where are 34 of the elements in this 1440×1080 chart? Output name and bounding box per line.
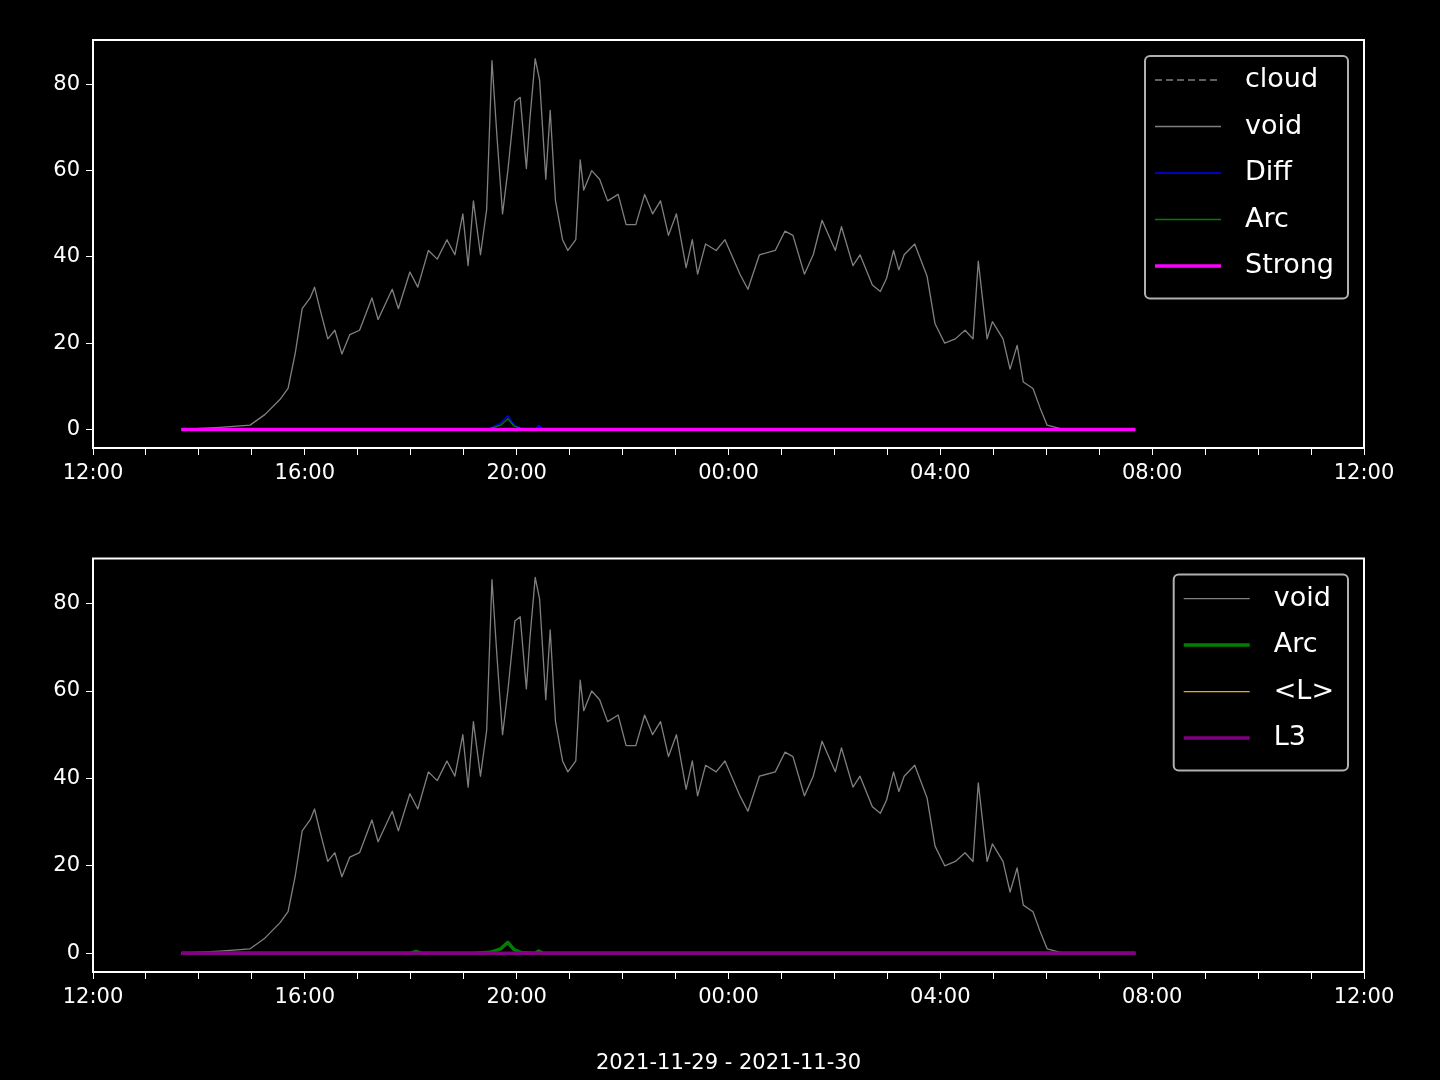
y-tick-label: 20 (53, 852, 80, 877)
legend-label: Strong (1245, 248, 1335, 280)
y-tick-label: 0 (66, 939, 80, 964)
x-axis-title: 2021-11-29 - 2021-11-30 (595, 1049, 862, 1074)
x-tick-label: 08:00 (1121, 460, 1183, 485)
legend-label: Arc (1273, 627, 1318, 659)
x-tick-label: 00:00 (698, 984, 759, 1009)
y-tick-label: 20 (53, 329, 80, 354)
x-tick-label: 00:00 (698, 460, 759, 485)
x-tick-label: 20:00 (486, 984, 547, 1009)
x-tick-label: 20:00 (486, 460, 547, 485)
x-tick-label: 12:00 (1333, 460, 1395, 485)
x-tick-label: 08:00 (1121, 984, 1183, 1009)
y-tick-label: 40 (53, 243, 80, 268)
y-tick-label: 60 (53, 677, 80, 702)
x-tick-label: 16:00 (274, 460, 336, 485)
x-tick-label: 12:00 (1333, 984, 1395, 1009)
x-tick-label: 12:00 (62, 984, 124, 1009)
y-tick-label: 80 (53, 70, 80, 95)
x-tick-label: 12:00 (62, 460, 124, 485)
legend-label: Diff (1245, 155, 1294, 187)
legend-label: <L> (1273, 673, 1335, 705)
x-tick-label: 16:00 (274, 984, 336, 1009)
y-tick-label: 60 (53, 157, 80, 182)
legend-label: void (1245, 108, 1303, 140)
y-tick-label: 40 (53, 764, 80, 789)
y-tick-label: 80 (53, 590, 80, 615)
y-tick-label: 0 (66, 415, 80, 440)
x-tick-label: 04:00 (910, 984, 971, 1009)
legend-label: cloud (1245, 62, 1319, 94)
legend-label: L3 (1273, 720, 1306, 752)
x-tick-label: 04:00 (910, 460, 971, 485)
legend-label: void (1273, 580, 1331, 612)
legend-label: Arc (1245, 201, 1289, 233)
